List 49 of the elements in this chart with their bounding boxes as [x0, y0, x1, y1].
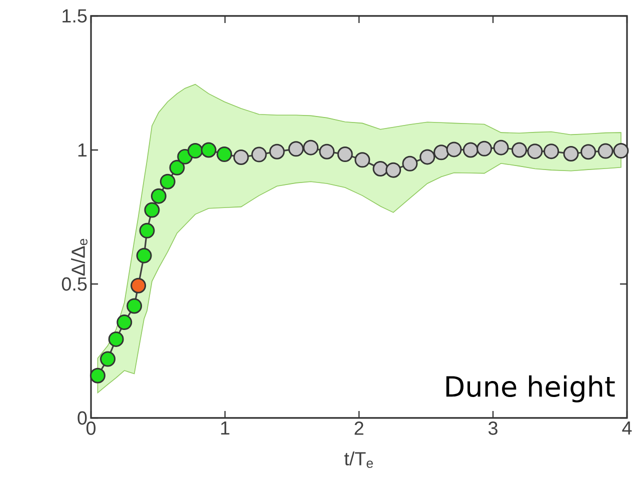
- point: [144, 202, 160, 218]
- point: [288, 141, 304, 157]
- x-tick-label: 1: [221, 422, 230, 435]
- point: [337, 146, 353, 162]
- y-tick-label: 0: [78, 411, 87, 425]
- point: [476, 140, 492, 156]
- point: [233, 149, 249, 165]
- point: [319, 144, 335, 160]
- x-axis-title: t/T$_{e}$: [344, 452, 373, 468]
- point: [420, 149, 436, 165]
- x-tick-label: 2: [354, 422, 364, 435]
- point: [493, 140, 509, 156]
- point: [108, 331, 124, 347]
- point: [527, 144, 543, 160]
- point: [188, 143, 204, 159]
- point: [100, 351, 116, 367]
- point: [372, 160, 388, 176]
- point: [512, 142, 528, 158]
- x-tick-label: 3: [488, 422, 498, 435]
- point: [544, 144, 560, 160]
- point: [139, 222, 155, 238]
- annotation: Dune height: [446, 375, 615, 402]
- point: [303, 140, 319, 156]
- point: [462, 142, 478, 158]
- point: [150, 188, 166, 204]
- y-tick-label: 1: [78, 143, 87, 156]
- y-tick-label: 1.5: [62, 9, 87, 23]
- y-axis-title: Δ/Δ$_{e}$: [71, 238, 88, 276]
- point: [126, 298, 142, 314]
- y-tick-label: 0.5: [62, 277, 87, 291]
- point: [434, 144, 450, 160]
- point: [136, 248, 152, 264]
- point: [160, 174, 176, 190]
- point: [130, 278, 146, 294]
- point: [116, 314, 132, 330]
- point: [402, 156, 418, 172]
- x-tick-label: 0: [86, 422, 96, 435]
- point: [563, 146, 579, 162]
- point: [354, 152, 370, 168]
- x-tick-label: 4: [622, 422, 632, 435]
- point: [251, 146, 267, 162]
- point: [386, 162, 402, 178]
- point: [90, 368, 106, 384]
- point: [200, 142, 216, 158]
- point: [446, 142, 462, 158]
- point: [269, 144, 285, 160]
- point: [169, 160, 185, 176]
- point: [216, 146, 232, 162]
- point: [580, 144, 596, 160]
